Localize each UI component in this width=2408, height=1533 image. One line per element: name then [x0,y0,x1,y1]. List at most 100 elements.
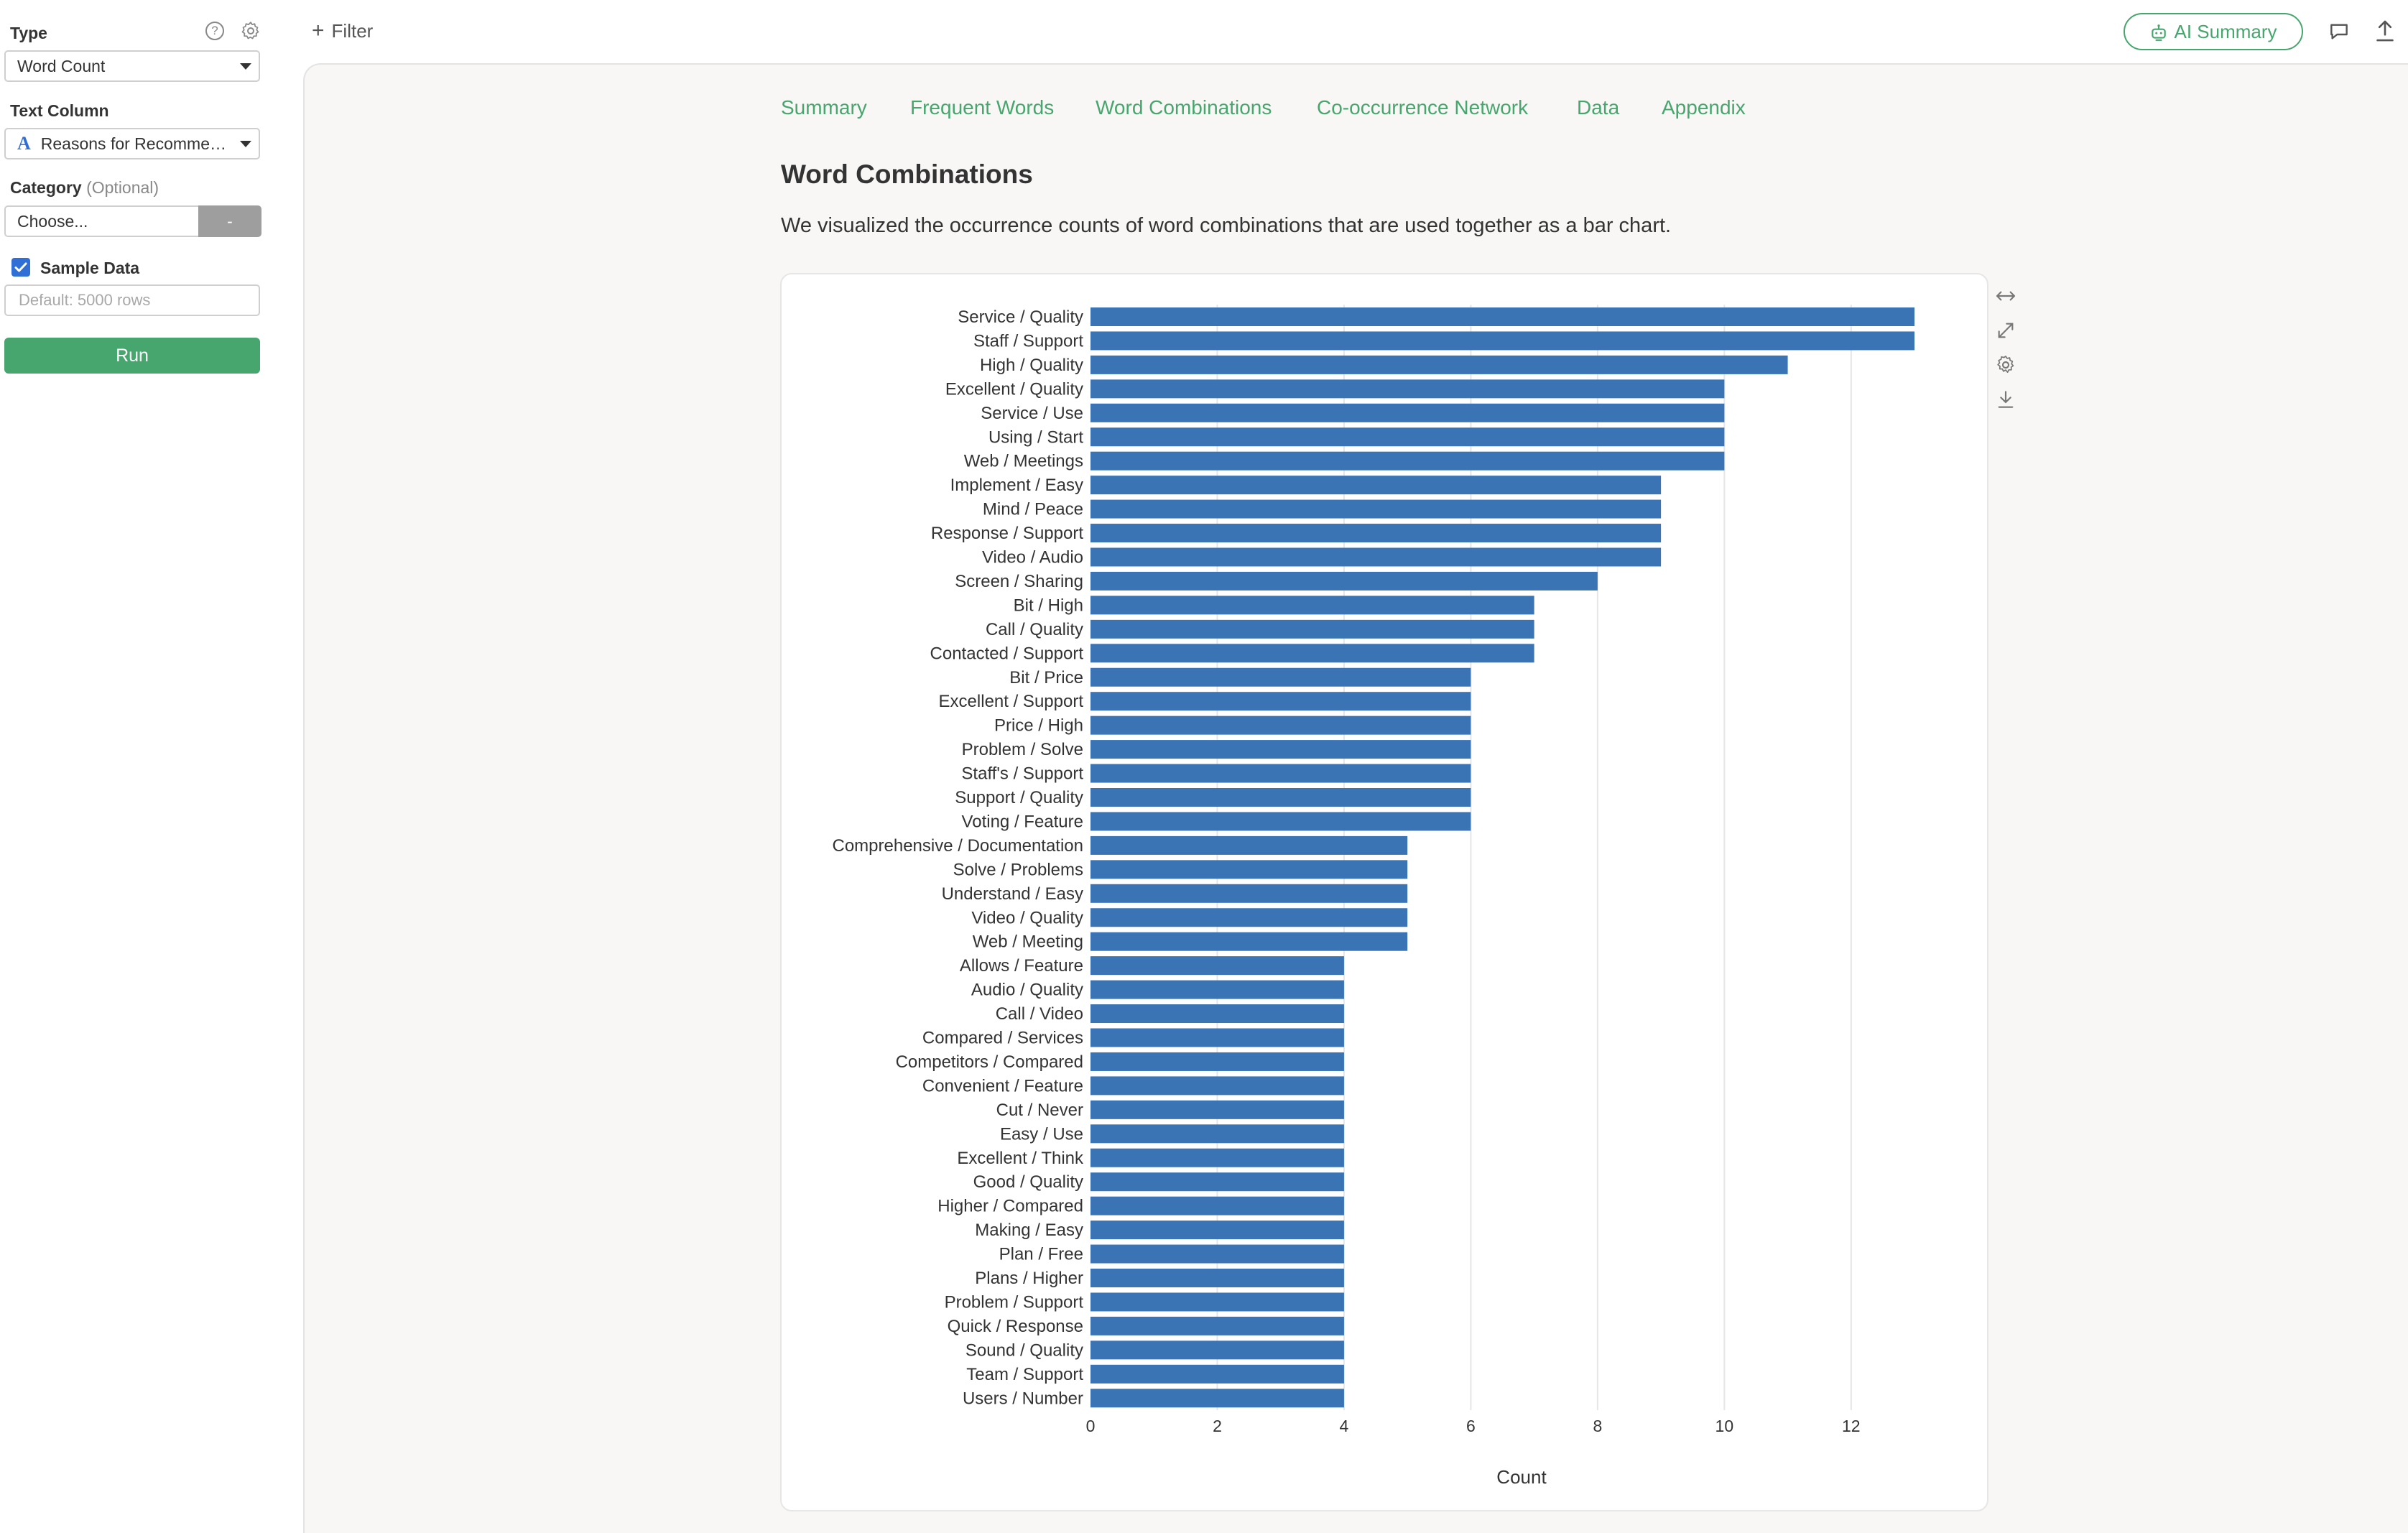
comment-icon[interactable] [2328,20,2351,43]
tab-frequent-words[interactable]: Frequent Words [910,96,1055,119]
category-label: Easy / Use [1000,1124,1083,1144]
bar[interactable] [1090,427,1725,447]
category-label: Support / Quality [955,788,1083,807]
category-label: Screen / Sharing [955,572,1083,591]
bar[interactable] [1090,860,1408,879]
tab-summary[interactable]: Summary [781,96,867,119]
plus-icon: + [312,19,325,42]
category-label: Quick / Response [948,1317,1083,1336]
bar[interactable] [1090,1004,1344,1024]
bar[interactable] [1090,1052,1344,1071]
bar[interactable] [1090,1244,1344,1264]
bar[interactable] [1090,619,1534,639]
chevron-down-icon [240,141,251,147]
bar[interactable] [1090,932,1408,951]
bar[interactable] [1090,788,1471,807]
bar[interactable] [1090,571,1598,590]
tab-appendix[interactable]: Appendix [1662,96,1746,119]
bar[interactable] [1090,1124,1344,1144]
x-tick-label: 10 [1715,1417,1734,1435]
help-icon[interactable]: ? [205,22,224,40]
run-button[interactable]: Run [4,338,260,374]
bar[interactable] [1090,1148,1344,1167]
bar[interactable] [1090,476,1662,495]
bar[interactable] [1090,499,1662,519]
x-tick-label: 6 [1466,1417,1476,1435]
bar[interactable] [1090,1364,1344,1384]
sample-data-checkbox[interactable] [11,258,30,277]
x-tick-label: 12 [1842,1417,1861,1435]
chart-card: Service / Quality Staff / Support High / Q… [780,273,1988,1511]
bar[interactable] [1090,1292,1344,1312]
category-label: Plans / Higher [975,1269,1083,1288]
bar[interactable] [1090,884,1408,903]
bar[interactable] [1090,715,1471,735]
bar[interactable] [1090,980,1344,999]
category-label: Plan / Free [999,1245,1083,1264]
bar[interactable] [1090,403,1725,422]
filter-button[interactable]: + Filter [312,19,373,43]
bar[interactable] [1090,835,1408,855]
bar[interactable] [1090,667,1471,687]
bar[interactable] [1090,331,1915,351]
tab-co-occurrence-network[interactable]: Co-occurrence Network [1317,96,1529,119]
category-label: Problem / Support [945,1292,1084,1312]
category-label: Voting / Feature [962,812,1083,831]
bar[interactable] [1090,1269,1344,1287]
category-label: Service / Use [981,404,1083,423]
bar[interactable] [1090,908,1408,927]
gear-icon[interactable] [240,20,261,42]
category-label: Response / Support [931,524,1083,543]
bar[interactable] [1090,1340,1344,1360]
bar[interactable] [1090,764,1471,783]
category-clear-button[interactable]: - [198,205,261,237]
category-label: Web / Meeting [973,932,1083,952]
text-type-icon: A [17,133,31,154]
type-select-value: Word Count [17,57,106,75]
x-tick-label: 4 [1340,1417,1349,1435]
bar[interactable] [1090,644,1534,663]
filter-label: Filter [331,20,374,42]
bar[interactable] [1090,956,1344,976]
category-label-text: Category [10,178,82,197]
share-upload-icon[interactable] [2374,19,2397,43]
bar[interactable] [1090,596,1534,615]
bar[interactable] [1090,524,1662,543]
bar[interactable] [1090,547,1662,567]
bar[interactable] [1090,1028,1344,1047]
fullscreen-icon[interactable] [1994,319,2017,342]
category-label: Bit / Price [1009,668,1083,687]
category-label: Category (Optional) [10,178,159,198]
tab-data[interactable]: Data [1577,96,1620,119]
text-column-label: Text Column [10,101,109,120]
bar[interactable] [1090,1196,1344,1215]
sample-rows-input[interactable] [4,284,260,316]
text-column-select[interactable]: A Reasons for Recomme… [4,128,260,159]
bar[interactable] [1090,1389,1344,1408]
download-icon[interactable] [1994,388,2017,411]
chart-settings-gear-icon[interactable] [1994,353,2017,376]
bar[interactable] [1090,1221,1344,1240]
type-select[interactable]: Word Count [4,50,260,82]
expand-width-icon[interactable] [1994,284,2017,307]
bar[interactable] [1090,451,1725,471]
bar[interactable] [1090,740,1471,759]
bar[interactable] [1090,307,1915,326]
bar-chart: Service / Quality Staff / Support High / Q… [832,305,1915,1488]
bar[interactable] [1090,692,1471,711]
check-icon [14,262,27,272]
ai-summary-button[interactable]: AI Summary [2124,13,2303,50]
ai-summary-label: AI Summary [2174,21,2277,42]
category-select[interactable]: Choose... [4,205,198,237]
bar[interactable] [1090,1076,1344,1096]
category-label: Comprehensive / Documentation [832,836,1083,856]
category-label: Excellent / Quality [945,379,1083,399]
bar[interactable] [1090,355,1788,374]
bar[interactable] [1090,812,1471,831]
bar[interactable] [1090,1100,1344,1119]
bar[interactable] [1090,379,1725,399]
bar[interactable] [1090,1316,1344,1335]
tab-word-combinations[interactable]: Word Combinations [1096,96,1272,119]
settings-sidebar: Type ? Word Count Text Column A Reasons f… [0,0,302,1533]
bar[interactable] [1090,1172,1344,1192]
